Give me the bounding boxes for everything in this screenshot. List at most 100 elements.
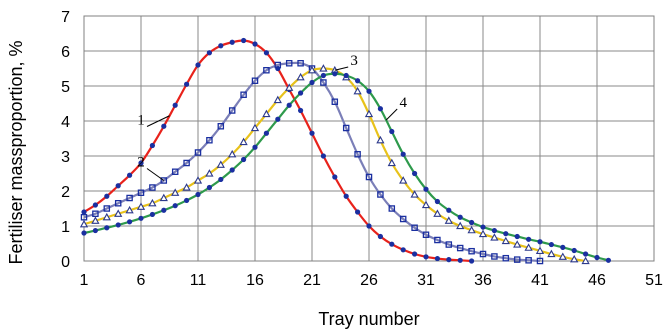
- series-2-point: [479, 250, 487, 258]
- series-label-4-leader: [385, 108, 398, 121]
- series-4-point: [298, 90, 304, 96]
- series-label-1: 1: [137, 113, 145, 129]
- series-1-point: [104, 193, 110, 199]
- annotation-layer: 1 2 3 4: [137, 53, 407, 181]
- x-tick-label: 11: [190, 272, 207, 289]
- x-tick-label: 31: [417, 272, 435, 289]
- series-2-point: [171, 168, 179, 175]
- x-axis-label: Tray number: [318, 309, 419, 329]
- series-4-point: [104, 225, 110, 231]
- series-2-point: [251, 77, 259, 85]
- series-4-point: [195, 191, 201, 198]
- series-1-point: [81, 209, 87, 215]
- series-3-point: [273, 95, 282, 104]
- series-1-point: [252, 41, 258, 47]
- series-4-point: [457, 214, 463, 220]
- series-3-point: [410, 190, 419, 198]
- series-3-point: [262, 109, 271, 118]
- series-2-point: [377, 191, 384, 198]
- series-3-point: [102, 212, 111, 221]
- series-4-point: [229, 167, 235, 173]
- series-label-4: 4: [399, 95, 407, 111]
- series-4-point: [332, 71, 338, 77]
- series-1-point: [412, 251, 418, 257]
- series-4-point: [92, 227, 98, 234]
- series-1-point: [298, 107, 304, 114]
- series-3-point: [444, 216, 453, 224]
- series-3: [79, 64, 590, 265]
- series-4-point: [355, 78, 361, 84]
- series-2-point: [274, 61, 282, 69]
- series-2-point: [217, 123, 225, 130]
- series-4-point: [172, 203, 178, 209]
- series-4-point: [241, 156, 247, 163]
- series-2-point: [228, 107, 236, 114]
- x-tick-label: 46: [588, 272, 606, 289]
- series-4-point: [548, 241, 555, 248]
- y-tick-label: 3: [61, 149, 70, 166]
- series-2-point: [103, 205, 111, 212]
- series-3-point: [91, 216, 100, 224]
- series-1-point: [343, 193, 349, 199]
- series-3-point: [478, 229, 488, 238]
- series-3-point: [558, 252, 567, 260]
- series-3-point: [216, 160, 225, 168]
- series-1: [81, 37, 475, 264]
- series-3-point: [376, 135, 385, 144]
- series-3-point: [79, 219, 89, 228]
- series-3-point: [456, 221, 465, 230]
- series-3-point: [490, 233, 499, 241]
- series-3-point: [136, 202, 146, 210]
- series-4-point: [605, 257, 612, 263]
- series-3-point: [205, 169, 214, 177]
- series-2-point: [206, 136, 213, 144]
- series-1-point: [161, 123, 167, 129]
- series-2-point: [456, 244, 464, 252]
- series-4-point: [525, 236, 532, 242]
- series-3-point: [513, 240, 522, 248]
- series-3-point: [581, 256, 590, 265]
- y-axis-label: Fertiliser massproportion, %: [6, 40, 26, 264]
- series-2-point: [183, 159, 190, 167]
- series-4-point: [446, 207, 452, 213]
- x-tick-label: 36: [474, 272, 492, 289]
- plot-area-frame: [83, 15, 655, 262]
- series-label-2-leader: [146, 168, 165, 181]
- series-3-point: [421, 200, 431, 209]
- series-3-point: [547, 249, 556, 258]
- x-tick-label: 6: [137, 272, 146, 289]
- series-3-point: [570, 254, 579, 263]
- series-1-point: [469, 258, 475, 264]
- series-1-point: [389, 241, 395, 247]
- series-2-point: [365, 173, 373, 181]
- series-4-point: [389, 128, 395, 135]
- series-4-point: [218, 176, 224, 183]
- series-4: [81, 71, 612, 263]
- series-2-point: [468, 247, 475, 255]
- series-2-point: [434, 236, 441, 244]
- series-layer: [79, 37, 612, 265]
- series-3-point: [171, 188, 180, 196]
- series-label-1-leader: [146, 115, 170, 127]
- series-2-point: [126, 194, 133, 202]
- series-2-point: [137, 189, 145, 196]
- x-tick-label: 41: [531, 272, 549, 289]
- series-2-point: [354, 150, 361, 158]
- series-1-point: [92, 202, 98, 208]
- series-3-point: [193, 176, 203, 184]
- series-1-point: [241, 37, 247, 44]
- x-axis-ticks: 1 6 11 16 21 26 31 36 41 46 51: [80, 272, 663, 289]
- series-3-point: [353, 86, 362, 95]
- series-4-point: [320, 72, 327, 79]
- series-4-point: [161, 207, 167, 213]
- series-4-point: [400, 151, 406, 157]
- series-3-point: [296, 72, 305, 81]
- series-2-point: [411, 224, 418, 231]
- series-4-point: [206, 184, 212, 191]
- series-2-point: [92, 210, 99, 217]
- series-1-point: [138, 160, 144, 166]
- series-2-point: [194, 149, 202, 156]
- series-3-point: [467, 225, 476, 234]
- series-3-point: [364, 109, 374, 118]
- series-3-point: [524, 243, 533, 251]
